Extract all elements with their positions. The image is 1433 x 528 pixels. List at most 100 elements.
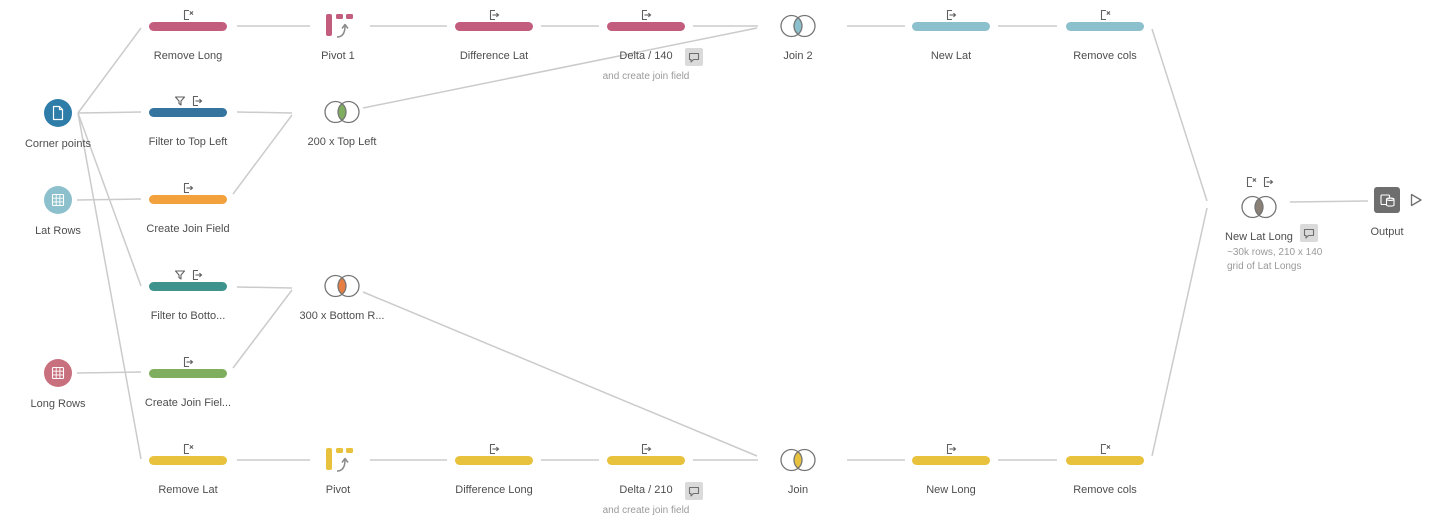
- step-new-long[interactable]: New Long: [891, 442, 1011, 496]
- step-bar: [149, 195, 227, 204]
- table-icon: [51, 193, 65, 207]
- clean-icon: [183, 182, 194, 194]
- clean-icon: [641, 443, 652, 455]
- input-node-lat-rows[interactable]: Lat Rows: [0, 186, 118, 237]
- step-label: Remove cols: [1073, 484, 1137, 496]
- output-icon: [1374, 187, 1400, 213]
- step-delta-140[interactable]: Delta / 140 and create join field: [586, 8, 706, 82]
- clean-icon: [183, 356, 194, 368]
- step-remove-lat[interactable]: Remove Lat: [128, 442, 248, 496]
- clean-icon: [946, 443, 957, 455]
- step-bar: [607, 456, 685, 465]
- step-new-lat[interactable]: New Lat: [891, 8, 1011, 62]
- step-pivot-1[interactable]: Pivot 1: [278, 12, 398, 62]
- step-bar: [912, 22, 990, 31]
- comment-icon[interactable]: [685, 482, 703, 500]
- clean-icon: [1263, 176, 1273, 188]
- comment-icon[interactable]: [685, 48, 703, 66]
- step-remove-cols-bottom[interactable]: Remove cols: [1045, 442, 1165, 496]
- step-filter-to-bottom[interactable]: Filter to Botto...: [128, 268, 248, 322]
- step-join-300-bottom[interactable]: 300 x Bottom R...: [282, 268, 402, 322]
- step-label: Remove Long: [153, 50, 223, 62]
- pivot-icon: [326, 14, 353, 38]
- step-remove-cols-top[interactable]: Remove cols: [1045, 8, 1165, 62]
- join-venn-icon: [780, 14, 816, 38]
- step-bar: [1066, 22, 1144, 31]
- input-circle: [44, 186, 72, 214]
- step-difference-lat[interactable]: Difference Lat: [434, 8, 554, 62]
- step-remove-long[interactable]: Remove Long: [128, 8, 248, 62]
- step-new-lat-long[interactable]: New Lat Long ~30k rows, 210 x 140 grid o…: [1199, 175, 1322, 272]
- output-label: Output: [1370, 226, 1404, 238]
- output-node[interactable]: Output: [1327, 187, 1433, 238]
- clean-icon: [192, 95, 202, 107]
- step-label: Pivot: [325, 484, 351, 496]
- comment-icon[interactable]: [1300, 224, 1318, 242]
- step-filter-to-top-left[interactable]: Filter to Top Left: [128, 94, 248, 148]
- step-create-join-field-2[interactable]: Create Join Fiel...: [128, 355, 248, 409]
- step-label: Filter to Botto...: [150, 310, 226, 322]
- input-circle: [44, 99, 72, 127]
- join-venn-icon: [1241, 195, 1277, 219]
- remove-field-icon: [1246, 176, 1256, 188]
- step-label: Join 2: [783, 50, 813, 62]
- remove-field-icon: [1100, 443, 1111, 455]
- clean-icon: [946, 9, 957, 21]
- step-bar: [149, 22, 227, 31]
- step-bar: [149, 108, 227, 117]
- clean-icon: [489, 443, 500, 455]
- step-label: 200 x Top Left: [307, 136, 377, 148]
- remove-field-icon: [183, 443, 194, 455]
- step-join-200-top-left[interactable]: 200 x Top Left: [282, 94, 402, 148]
- step-label: Pivot 1: [321, 50, 355, 62]
- step-delta-210[interactable]: Delta / 210 and create join field: [586, 442, 706, 516]
- step-create-join-field[interactable]: Create Join Field: [128, 181, 248, 235]
- filter-icon: [174, 96, 185, 106]
- step-label: Join: [787, 484, 809, 496]
- step-label: New Long: [926, 484, 976, 496]
- pivot-icon: [326, 448, 353, 472]
- step-annotation: and create join field: [602, 71, 690, 82]
- input-label: Long Rows: [30, 398, 86, 410]
- clean-icon: [641, 9, 652, 21]
- remove-field-icon: [1100, 9, 1111, 21]
- input-node-corner-points[interactable]: Corner points: [0, 99, 118, 150]
- step-pivot[interactable]: Pivot: [278, 446, 398, 496]
- step-label: Difference Long: [455, 484, 533, 496]
- step-bar: [1066, 456, 1144, 465]
- step-bar: [455, 22, 533, 31]
- step-bar: [607, 22, 685, 31]
- step-annotation: ~30k rows, 210 x 140 grid of Lat Longs: [1227, 247, 1323, 272]
- step-bar: [455, 456, 533, 465]
- play-icon: [1410, 193, 1422, 207]
- step-annotation: and create join field: [602, 505, 690, 516]
- table-icon: [51, 366, 65, 380]
- input-node-long-rows[interactable]: Long Rows: [0, 359, 118, 410]
- step-label: New Lat: [930, 50, 972, 62]
- step-label: Create Join Field: [146, 223, 230, 235]
- remove-field-icon: [183, 9, 194, 21]
- run-flow-button[interactable]: [1408, 192, 1424, 213]
- join-venn-icon: [324, 274, 360, 298]
- step-label: Filter to Top Left: [148, 136, 228, 148]
- step-difference-long[interactable]: Difference Long: [434, 442, 554, 496]
- step-label: Delta / 210: [619, 484, 673, 496]
- input-label: Corner points: [24, 138, 92, 150]
- step-join[interactable]: Join: [738, 442, 858, 496]
- input-label: Lat Rows: [35, 225, 81, 237]
- clean-icon: [192, 269, 202, 281]
- step-join-2[interactable]: Join 2: [738, 8, 858, 62]
- filter-icon: [174, 270, 185, 280]
- step-label: Remove Lat: [158, 484, 218, 496]
- input-circle: [44, 359, 72, 387]
- step-bar: [912, 456, 990, 465]
- join-venn-icon: [780, 448, 816, 472]
- step-label: Delta / 140: [619, 50, 673, 62]
- join-venn-icon: [324, 100, 360, 124]
- step-label: 300 x Bottom R...: [299, 310, 385, 322]
- step-bar: [149, 369, 227, 378]
- step-bar: [149, 456, 227, 465]
- step-label: New Lat Long: [1225, 231, 1293, 243]
